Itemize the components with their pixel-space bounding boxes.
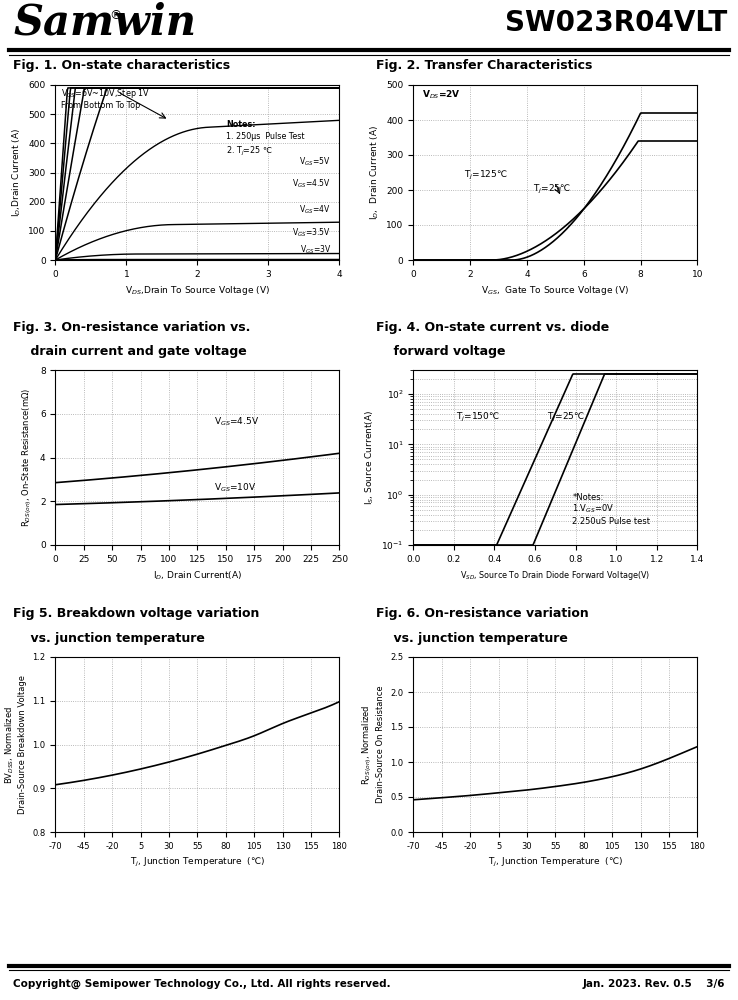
Text: Copyright@ Semipower Technology Co., Ltd. All rights reserved.: Copyright@ Semipower Technology Co., Ltd… <box>13 979 391 989</box>
Text: Fig. 3. On-resistance variation vs.: Fig. 3. On-resistance variation vs. <box>13 320 251 334</box>
Text: V$_{DS}$=2V: V$_{DS}$=2V <box>422 89 461 101</box>
X-axis label: T$_j$, Junction Temperature  (℃): T$_j$, Junction Temperature (℃) <box>488 856 623 869</box>
Text: Notes:: Notes: <box>226 120 255 129</box>
Text: V$_{GS}$=10V: V$_{GS}$=10V <box>215 482 257 494</box>
Text: *Notes:: *Notes: <box>573 492 604 502</box>
Y-axis label: I$_S$, Source Current(A): I$_S$, Source Current(A) <box>363 410 376 505</box>
Text: T$_j$=125℃: T$_j$=125℃ <box>464 169 508 182</box>
Text: Fig. 4. On-state current vs. diode: Fig. 4. On-state current vs. diode <box>376 320 610 334</box>
Text: drain current and gate voltage: drain current and gate voltage <box>13 345 247 358</box>
Text: Fig. 1. On-state characteristics: Fig. 1. On-state characteristics <box>13 58 230 72</box>
Text: Fig. 2. Transfer Characteristics: Fig. 2. Transfer Characteristics <box>376 58 593 72</box>
Text: Jan. 2023. Rev. 0.5    3/6: Jan. 2023. Rev. 0.5 3/6 <box>582 979 725 989</box>
X-axis label: T$_j$, Junction Temperature  (℃): T$_j$, Junction Temperature (℃) <box>130 856 265 869</box>
X-axis label: I$_D$, Drain Current(A): I$_D$, Drain Current(A) <box>153 569 242 582</box>
Text: V$_{GS}$=3V: V$_{GS}$=3V <box>300 244 331 256</box>
Text: Fig 5. Breakdown voltage variation: Fig 5. Breakdown voltage variation <box>13 608 260 620</box>
Text: From Bottom To Top: From Bottom To Top <box>61 101 140 110</box>
Text: V$_{GS}$=5V: V$_{GS}$=5V <box>300 156 331 168</box>
Text: 2. T$_{j}$=25 ℃: 2. T$_{j}$=25 ℃ <box>226 144 272 158</box>
Text: vs. junction temperature: vs. junction temperature <box>13 632 205 645</box>
Text: 2.250uS Pulse test: 2.250uS Pulse test <box>573 517 650 526</box>
Text: 1.V$_{GS}$=0V: 1.V$_{GS}$=0V <box>573 503 615 515</box>
Text: V$_{GS}$=4V: V$_{GS}$=4V <box>300 204 331 216</box>
Text: Samwin: Samwin <box>13 1 196 43</box>
Text: 1. 250μs  Pulse Test: 1. 250μs Pulse Test <box>226 132 304 141</box>
Text: Fig. 6. On-resistance variation: Fig. 6. On-resistance variation <box>376 608 589 620</box>
Y-axis label: I$_D$,  Drain Current (A): I$_D$, Drain Current (A) <box>368 125 381 220</box>
Text: V$_{GS}$=3.5V: V$_{GS}$=3.5V <box>292 227 331 239</box>
Y-axis label: I$_D$,Drain Current (A): I$_D$,Drain Current (A) <box>10 128 23 217</box>
X-axis label: V$_{GS}$,  Gate To Source Voltage (V): V$_{GS}$, Gate To Source Voltage (V) <box>481 284 630 297</box>
Text: T$_j$=25℃: T$_j$=25℃ <box>533 183 570 196</box>
Text: V$_{GS}$=4.5V: V$_{GS}$=4.5V <box>292 178 331 190</box>
Text: forward voltage: forward voltage <box>376 345 506 358</box>
Text: vs. junction temperature: vs. junction temperature <box>376 632 568 645</box>
Text: SW023R04VLT: SW023R04VLT <box>505 9 727 37</box>
X-axis label: V$_{SD}$, Source To Drain Diode Forward Voltage(V): V$_{SD}$, Source To Drain Diode Forward … <box>461 569 650 582</box>
Text: T$_j$=150℃: T$_j$=150℃ <box>456 410 500 424</box>
Text: T$_j$=25℃: T$_j$=25℃ <box>547 410 585 424</box>
Y-axis label: R$_{DS(on)}$, Normalized
Drain-Source On Resistance: R$_{DS(on)}$, Normalized Drain-Source On… <box>361 686 385 803</box>
Text: V$_{GS}$=4.5V: V$_{GS}$=4.5V <box>215 415 260 428</box>
Y-axis label: BV$_{DSS}$, Normalized
Drain-Source Breakdown Voltage: BV$_{DSS}$, Normalized Drain-Source Brea… <box>4 675 27 814</box>
Text: ®: ® <box>109 9 122 22</box>
Text: V$_{GS}$=6V~10V,Step 1V: V$_{GS}$=6V~10V,Step 1V <box>61 87 150 100</box>
X-axis label: V$_{DS}$,Drain To Source Voltage (V): V$_{DS}$,Drain To Source Voltage (V) <box>125 284 270 297</box>
Y-axis label: R$_{DS(on)}$, On-State Resistance(mΩ): R$_{DS(on)}$, On-State Resistance(mΩ) <box>21 388 35 527</box>
